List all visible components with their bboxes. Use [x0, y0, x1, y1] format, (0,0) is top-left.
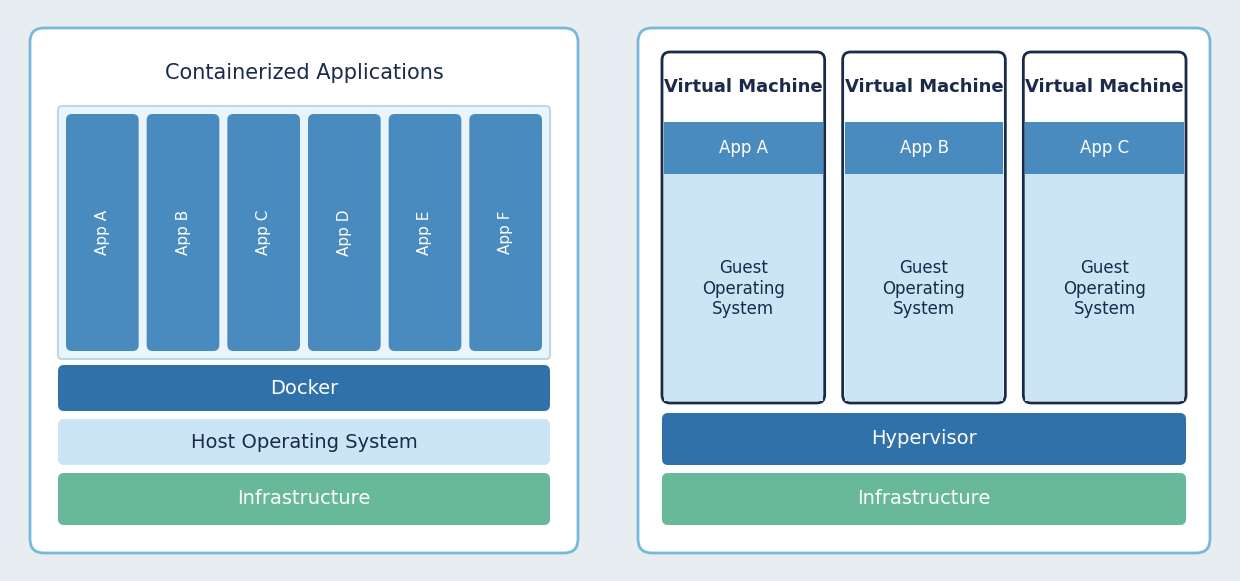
Text: App C: App C — [1080, 139, 1130, 157]
Text: Virtual Machine: Virtual Machine — [844, 78, 1003, 96]
FancyBboxPatch shape — [30, 28, 578, 553]
FancyBboxPatch shape — [639, 28, 1210, 553]
FancyBboxPatch shape — [843, 52, 1006, 403]
Text: Hypervisor: Hypervisor — [872, 429, 977, 449]
Text: App B: App B — [899, 139, 949, 157]
FancyBboxPatch shape — [66, 114, 139, 351]
Text: Infrastructure: Infrastructure — [857, 490, 991, 508]
Text: App A: App A — [719, 139, 768, 157]
FancyBboxPatch shape — [662, 413, 1185, 465]
FancyBboxPatch shape — [662, 473, 1185, 525]
Text: Docker: Docker — [270, 378, 339, 397]
Text: Guest
Operating
System: Guest Operating System — [883, 259, 966, 318]
FancyBboxPatch shape — [58, 106, 551, 359]
Text: Virtual Machine: Virtual Machine — [665, 78, 822, 96]
Bar — [663, 174, 822, 401]
Bar — [844, 174, 1003, 401]
Text: App C: App C — [257, 210, 272, 255]
FancyBboxPatch shape — [58, 473, 551, 525]
FancyBboxPatch shape — [146, 114, 219, 351]
FancyBboxPatch shape — [58, 419, 551, 465]
Text: Guest
Operating
System: Guest Operating System — [1063, 259, 1146, 318]
FancyBboxPatch shape — [388, 114, 461, 351]
Text: App D: App D — [337, 209, 352, 256]
Text: Virtual Machine: Virtual Machine — [1025, 78, 1184, 96]
Bar — [1025, 174, 1184, 401]
FancyBboxPatch shape — [469, 114, 542, 351]
Text: Host Operating System: Host Operating System — [191, 432, 418, 451]
FancyBboxPatch shape — [1023, 52, 1185, 403]
Text: Containerized Applications: Containerized Applications — [165, 63, 444, 83]
Bar — [663, 122, 822, 174]
Text: App B: App B — [176, 210, 191, 255]
Text: App A: App A — [94, 210, 110, 255]
Text: App F: App F — [498, 211, 513, 254]
Text: App E: App E — [418, 210, 433, 254]
Text: Infrastructure: Infrastructure — [237, 490, 371, 508]
FancyBboxPatch shape — [58, 365, 551, 411]
FancyBboxPatch shape — [662, 52, 825, 403]
Bar — [844, 122, 1003, 174]
FancyBboxPatch shape — [227, 114, 300, 351]
Bar — [1025, 122, 1184, 174]
Text: Guest
Operating
System: Guest Operating System — [702, 259, 785, 318]
FancyBboxPatch shape — [308, 114, 381, 351]
